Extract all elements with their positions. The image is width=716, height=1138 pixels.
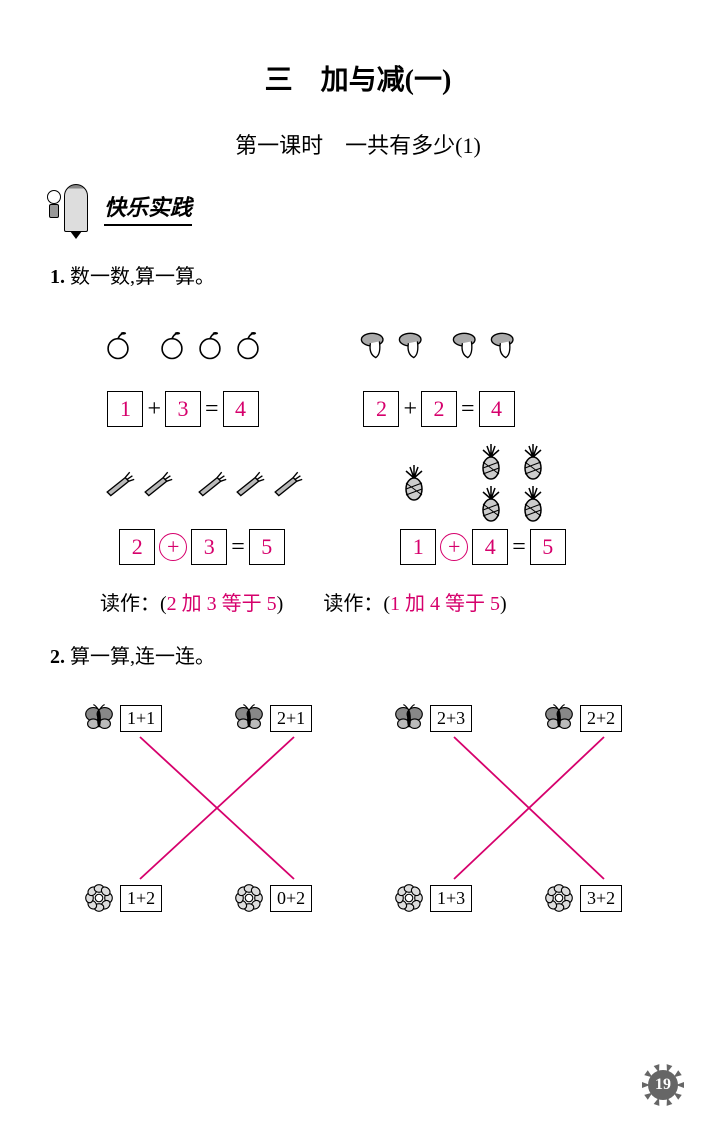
problem: 1+3=4 [100,307,266,427]
apple-icon [100,327,136,363]
section-header: 快乐实践 [40,180,716,236]
butterfly-icon [80,699,118,737]
match-label: 3+2 [580,885,622,912]
read-as: 读作：(2 加 3 等于 5) [100,587,283,616]
picture-row [356,307,522,383]
operand-b: 4 [472,529,508,565]
result: 4 [223,391,259,427]
mascot-pencil-icon [40,180,100,236]
butterfly-icon [230,699,268,737]
operand-b: 3 [191,529,227,565]
pineapple-icon [513,442,553,482]
plus-operator: + [159,533,187,561]
equals-operator: = [231,534,245,561]
pineapple-icon [471,442,511,482]
apple-icon [230,327,266,363]
equation: 2+3=5 [119,529,285,565]
equation: 2+2=4 [363,391,514,427]
match-label: 1+1 [120,705,162,732]
operand-b: 3 [165,391,201,427]
match-top-item: 2+2 [540,699,622,737]
butterfly-icon [390,699,428,737]
mushroom-icon [356,327,392,363]
carrot-icon [230,465,266,501]
problem-row: 2+3=51+4=5 [100,445,716,565]
read-as-row: 读作：(2 加 3 等于 5) 读作：(1 加 4 等于 5) [100,587,716,616]
result: 5 [530,529,566,565]
operand-a: 1 [107,391,143,427]
problem-row: 1+3=42+2=4 [100,307,716,427]
page-number: 19 [640,1062,686,1108]
picture-row [100,445,304,521]
operand-a: 2 [119,529,155,565]
match-bottom-item: 0+2 [230,879,312,917]
plus-operator: + [403,396,417,423]
q1-number: 1. [50,266,65,288]
q2-number: 2. [50,646,65,668]
lesson-title: 第一课时 一共有多少(1) [0,128,716,160]
problem: 2+2=4 [356,307,522,427]
apple-icon [154,327,190,363]
match-bottom-item: 3+2 [540,879,622,917]
q2-text: 算一算,连一连。 [70,646,215,668]
match-top-item: 1+1 [80,699,162,737]
mushroom-icon [448,327,484,363]
plus-operator: + [147,396,161,423]
flower-icon [540,879,578,917]
match-label: 1+3 [430,885,472,912]
match-label: 1+2 [120,885,162,912]
problem: 2+3=5 [100,445,304,565]
equation: 1+3=4 [107,391,258,427]
match-bottom-item: 1+2 [80,879,162,917]
operand-b: 2 [421,391,457,427]
result: 4 [479,391,515,427]
question-1: 1. 数一数,算一算。 [50,260,716,289]
section-label: 快乐实践 [104,190,192,226]
picture-row [100,307,266,383]
flower-icon [390,879,428,917]
butterfly-icon [540,699,578,737]
operand-a: 2 [363,391,399,427]
carrot-icon [100,465,136,501]
match-bottom-item: 1+3 [390,879,472,917]
match-top-item: 2+3 [390,699,472,737]
pineapple-icon [394,463,434,503]
equals-operator: = [205,396,219,423]
mushroom-icon [486,327,522,363]
pineapple-icon [471,484,511,524]
match-label: 2+3 [430,705,472,732]
pineapple-icon [513,484,553,524]
apple-icon [192,327,228,363]
flower-icon [80,879,118,917]
equation: 1+4=5 [400,529,566,565]
carrot-icon [192,465,228,501]
match-label: 2+2 [580,705,622,732]
picture-row [394,445,572,521]
plus-operator: + [440,533,468,561]
carrot-icon [138,465,174,501]
page-number-badge: 19 [640,1062,686,1108]
chapter-title: 三 加与减(一) [0,58,716,98]
mushroom-icon [394,327,430,363]
match-label: 2+1 [270,705,312,732]
match-label: 0+2 [270,885,312,912]
matching-area: 1+1 2+1 2+3 2+2 1+2 0+2 1+3 3+2 [60,689,660,919]
read-as: 读作：(1 加 4 等于 5) [323,587,506,616]
operand-a: 1 [400,529,436,565]
equals-operator: = [461,396,475,423]
question-2: 2. 算一算,连一连。 [50,640,716,669]
q1-text: 数一数,算一算。 [70,266,215,288]
equals-operator: = [512,534,526,561]
problem: 1+4=5 [394,445,572,565]
carrot-icon [268,465,304,501]
match-top-item: 2+1 [230,699,312,737]
result: 5 [249,529,285,565]
flower-icon [230,879,268,917]
